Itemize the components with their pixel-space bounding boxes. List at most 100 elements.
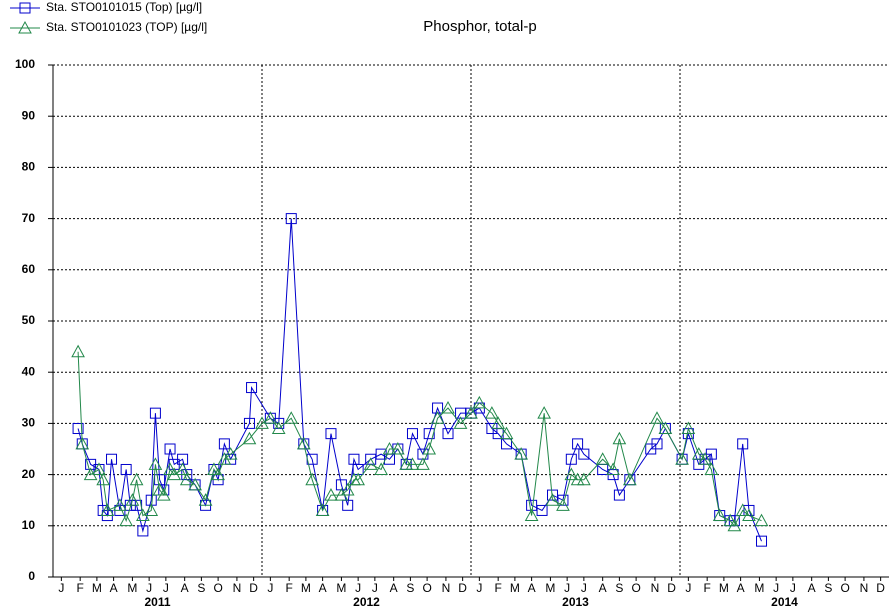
marker: [595, 452, 610, 465]
marker: [374, 462, 388, 475]
marker: [363, 457, 378, 470]
x-tick-label: A: [599, 581, 607, 595]
x-tick-label: J: [372, 581, 378, 595]
marker: [223, 447, 238, 460]
marker: [129, 472, 144, 486]
x-tick-label: M: [127, 581, 137, 595]
marker: [681, 421, 696, 435]
marker: [704, 462, 719, 475]
marker: [514, 447, 529, 460]
x-tick-label: A: [390, 581, 398, 595]
marker: [537, 406, 551, 419]
marker: [324, 488, 338, 501]
x-tick-label: A: [319, 581, 327, 595]
marker: [119, 513, 133, 527]
x-tick-label: F: [703, 581, 710, 595]
marker: [72, 423, 84, 435]
x-tick-label: N: [651, 581, 660, 595]
x-tick-label: S: [406, 581, 414, 595]
x-tick-label: M: [754, 581, 764, 595]
y-tick-label: 30: [22, 416, 36, 430]
marker: [391, 441, 405, 455]
x-tick-label: O: [631, 581, 640, 595]
marker: [613, 489, 625, 501]
marker: [491, 416, 506, 429]
marker: [691, 447, 706, 460]
marker: [612, 431, 627, 445]
marker: [651, 438, 663, 450]
year-label: 2011: [144, 595, 170, 609]
year-label: 2014: [771, 595, 798, 609]
marker: [243, 417, 255, 429]
marker: [499, 426, 514, 440]
legend-marker: [19, 2, 31, 14]
marker: [100, 503, 115, 516]
marker: [430, 411, 445, 424]
x-tick-label: S: [615, 581, 623, 595]
x-tick-label: A: [808, 581, 816, 595]
legend-label: Sta. STO0101023 (TOP) [µg/l]: [46, 20, 207, 34]
marker: [406, 428, 418, 440]
chart-title: Phosphor, total-p: [423, 18, 536, 35]
x-tick-label: M: [545, 581, 555, 595]
series-line: [77, 351, 762, 527]
marker: [727, 518, 742, 532]
x-tick-label: M: [301, 581, 311, 595]
x-tick-label: D: [667, 581, 676, 595]
marker: [453, 416, 468, 429]
marker: [305, 472, 320, 486]
marker: [622, 472, 637, 486]
series-line: [77, 218, 762, 542]
x-tick-label: J: [790, 581, 796, 595]
marker: [218, 438, 230, 450]
marker: [698, 452, 712, 465]
year-label: 2013: [562, 595, 589, 609]
marker: [545, 493, 560, 506]
marker: [106, 453, 118, 465]
x-tick-label: S: [824, 581, 832, 595]
y-tick-label: 80: [22, 160, 36, 174]
marker: [325, 428, 337, 440]
marker: [742, 508, 756, 522]
marker: [405, 457, 420, 470]
x-tick-label: J: [581, 581, 587, 595]
marker: [207, 462, 221, 475]
x-tick-label: J: [163, 581, 169, 595]
marker: [120, 463, 132, 475]
marker: [737, 438, 749, 450]
marker: [284, 411, 299, 424]
marker: [340, 482, 355, 496]
marker: [577, 472, 591, 486]
marker: [137, 525, 149, 537]
y-tick-label: 60: [22, 262, 36, 276]
x-tick-label: J: [58, 581, 64, 595]
x-tick-label: J: [476, 581, 482, 595]
x-tick-label: A: [181, 581, 189, 595]
marker: [148, 457, 163, 470]
marker: [315, 503, 330, 516]
marker: [712, 508, 727, 522]
marker: [564, 467, 579, 481]
x-tick-label: M: [719, 581, 729, 595]
marker: [464, 406, 478, 419]
x-tick-label: A: [528, 581, 536, 595]
x-tick-label: J: [146, 581, 152, 595]
marker: [113, 498, 127, 511]
legend-marker: [18, 20, 32, 34]
y-tick-label: 20: [22, 467, 36, 481]
y-tick-label: 10: [22, 518, 36, 532]
marker: [578, 448, 590, 460]
marker: [179, 472, 194, 486]
x-tick-label: J: [355, 581, 361, 595]
marker: [285, 213, 297, 225]
marker: [156, 488, 171, 501]
marker: [485, 406, 499, 419]
marker: [382, 441, 397, 455]
x-tick-label: N: [860, 581, 869, 595]
marker: [296, 436, 311, 450]
marker: [650, 411, 664, 424]
x-tick-label: S: [197, 581, 205, 595]
y-tick-label: 40: [22, 364, 36, 378]
marker: [71, 344, 85, 358]
